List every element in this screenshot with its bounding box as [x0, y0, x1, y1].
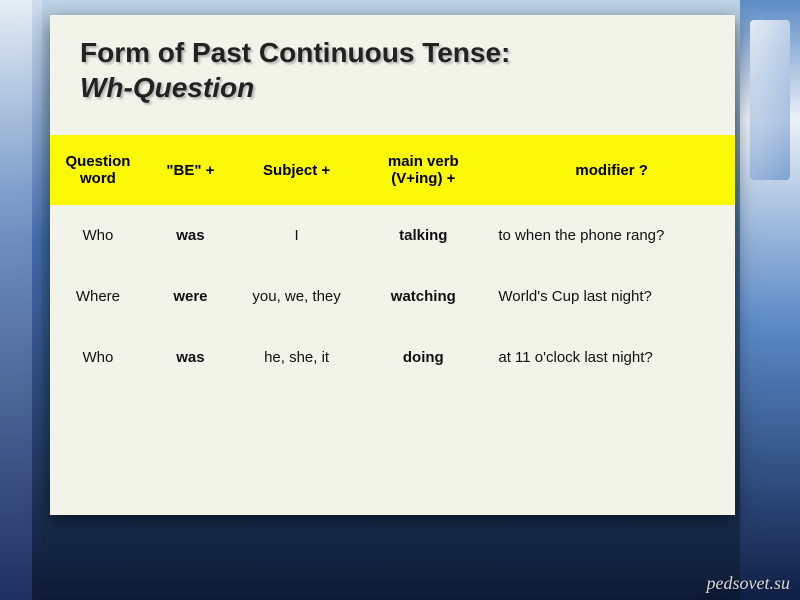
cell-modifier: World's Cup last night? — [488, 266, 735, 327]
slide: Form of Past Continuous Tense: Wh-Questi… — [50, 15, 735, 515]
table-header-row: Question word "BE" + Subject + main verb… — [50, 135, 735, 205]
th-main-verb: main verb (V+ing) + — [358, 135, 488, 205]
th-be: "BE" + — [146, 135, 235, 205]
cell-modifier: at 11 o'clock last night? — [488, 327, 735, 388]
cell-be: was — [146, 327, 235, 388]
cell-be: was — [146, 205, 235, 266]
grammar-table: Question word "BE" + Subject + main verb… — [50, 135, 735, 388]
table-row: Where were you, we, they watching World'… — [50, 266, 735, 327]
decor-left-bar-2 — [32, 0, 42, 600]
cell-modifier: to when the phone rang? — [488, 205, 735, 266]
background: Form of Past Continuous Tense: Wh-Questi… — [0, 0, 800, 600]
table-row: Who was he, she, it doing at 11 o'clock … — [50, 327, 735, 388]
decor-right-strip — [740, 0, 800, 600]
cell-subject: he, she, it — [235, 327, 358, 388]
cell-qword: Who — [50, 327, 146, 388]
cell-subject: you, we, they — [235, 266, 358, 327]
th-subject: Subject + — [235, 135, 358, 205]
slide-title: Form of Past Continuous Tense: Wh-Questi… — [80, 35, 705, 105]
cell-qword: Who — [50, 205, 146, 266]
cell-verb: doing — [358, 327, 488, 388]
cell-verb: watching — [358, 266, 488, 327]
th-question-word: Question word — [50, 135, 146, 205]
cell-subject: I — [235, 205, 358, 266]
slide-title-block: Form of Past Continuous Tense: Wh-Questi… — [50, 15, 735, 110]
th-modifier: modifier ? — [488, 135, 735, 205]
table-row: Who was I talking to when the phone rang… — [50, 205, 735, 266]
watermark: pedsovet.su — [707, 573, 790, 594]
title-line-2: Wh-Question — [80, 70, 705, 105]
cell-be: were — [146, 266, 235, 327]
decor-left-bar — [0, 0, 32, 600]
cell-verb: talking — [358, 205, 488, 266]
title-line-1: Form of Past Continuous Tense: — [80, 37, 510, 68]
cell-qword: Where — [50, 266, 146, 327]
